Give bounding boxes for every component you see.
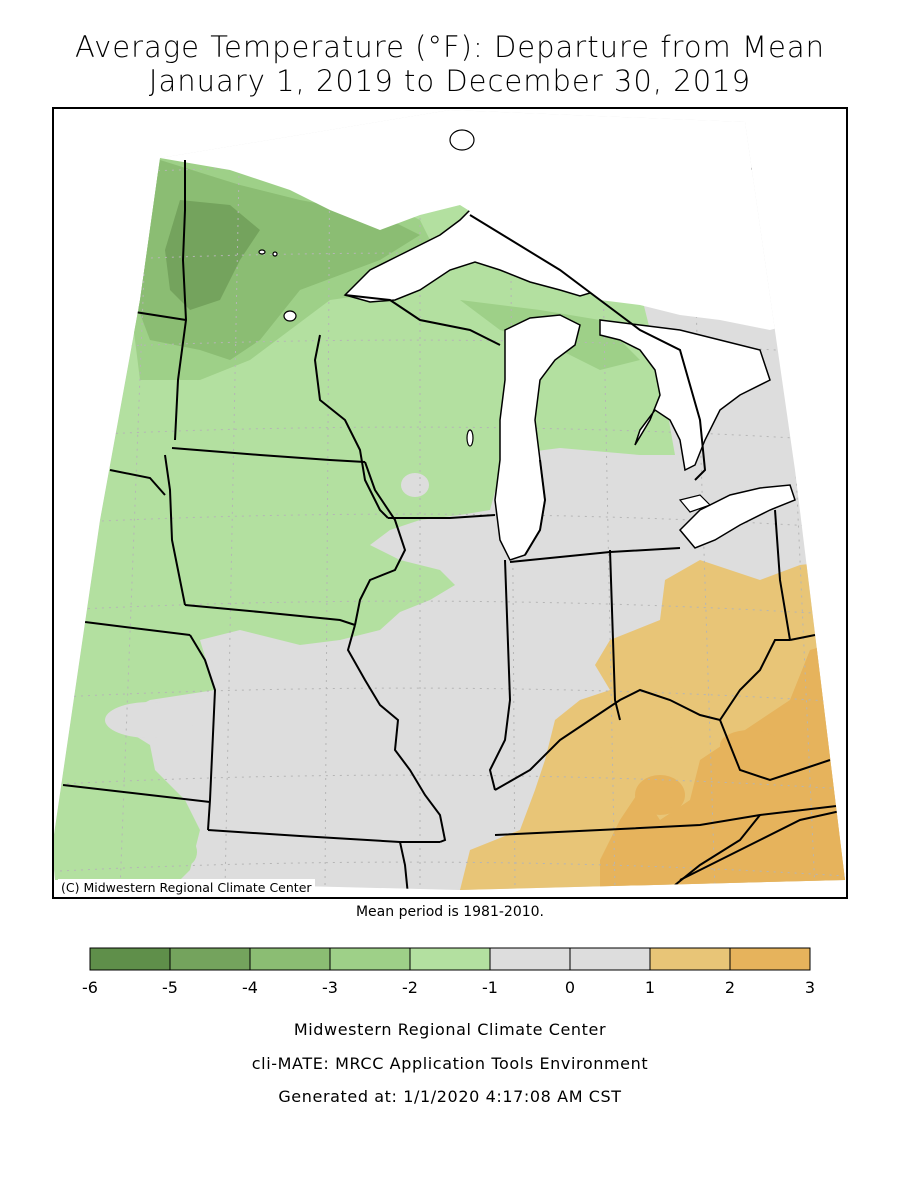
gray-patch-west: [105, 702, 195, 738]
lake-erie: [678, 484, 796, 549]
legend-tick-label: -2: [402, 978, 418, 997]
lake-huron: [599, 319, 771, 472]
warm-patch-kentucky: [635, 775, 685, 815]
map-frame-border: [52, 107, 848, 899]
footer-application: cli-MATE: MRCC Application Tools Environ…: [251, 1054, 649, 1073]
legend-swatch: [249, 947, 331, 971]
legend-swatch: [569, 947, 651, 971]
legend-tick-label: -1: [482, 978, 498, 997]
legend-tick-label: -3: [322, 978, 338, 997]
legend-swatch: [729, 947, 811, 971]
footer-organization: Midwestern Regional Climate Center: [293, 1020, 607, 1039]
state-boundaries: [62, 160, 845, 890]
color-legend: -6 -5 -4 -3 -2 -1 0 1 2 3: [82, 947, 815, 997]
warm-patch-appalachia: [720, 730, 780, 760]
legend-tick-label: 2: [725, 978, 735, 997]
legend-swatch: [169, 947, 251, 971]
lake-ontario-edge: [678, 494, 712, 513]
legend-tick-label: 0: [565, 978, 575, 997]
canada-area: [160, 110, 845, 330]
legend-tick-label: 1: [645, 978, 655, 997]
legend-tick-label: -6: [82, 978, 98, 997]
legend-swatch: [649, 947, 731, 971]
legend-swatch: [89, 947, 171, 971]
map-date-range: January 1, 2019 to December 30, 2019: [148, 64, 752, 98]
legend-tick-label: -5: [162, 978, 178, 997]
mean-period-note: Mean period is 1981-2010.: [355, 904, 545, 920]
legend-tick-label: -4: [242, 978, 258, 997]
green-region-minus5: [165, 200, 260, 310]
gray-patch-wisconsin: [401, 473, 429, 497]
warm-patch-small: [655, 735, 675, 749]
temperature-departure-map: [52, 107, 848, 899]
legend-swatch: [409, 947, 491, 971]
map-title: Average Temperature (°F): Departure from…: [74, 30, 826, 64]
footer-generated-time: Generated at: 1/1/2020 4:17:08 AM CST: [278, 1087, 622, 1106]
legend-tick-label: 3: [805, 978, 815, 997]
map-credit: (C) Midwestern Regional Climate Center: [58, 879, 315, 897]
legend-swatch: [489, 947, 571, 971]
green-patch-south: [173, 838, 197, 866]
legend-swatch: [329, 947, 411, 971]
